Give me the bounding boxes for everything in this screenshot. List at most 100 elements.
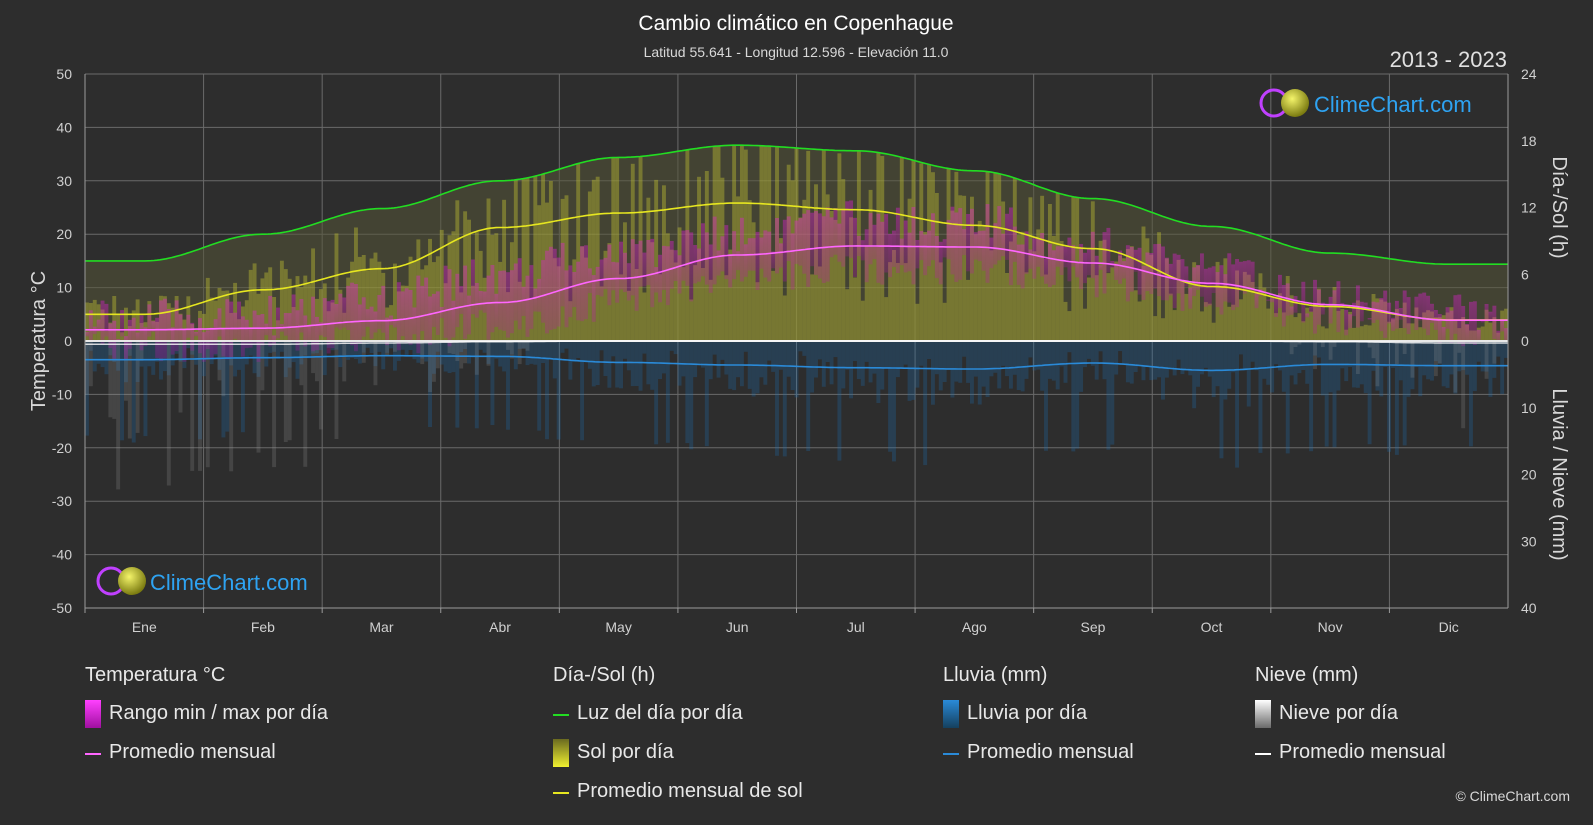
rain-bar xyxy=(1305,341,1309,384)
legend-sun-day-label: Sol por día xyxy=(577,741,674,764)
rain-bar xyxy=(947,341,951,370)
temp-range-bar xyxy=(229,302,233,358)
rain-bar xyxy=(1379,341,1383,396)
rain-bar xyxy=(740,341,744,386)
legend-rain-title: Lluvia (mm) xyxy=(943,664,1134,688)
rain-bar xyxy=(533,341,537,365)
legend-snow: Nieve (mm) Nieve por día Promedio mensua… xyxy=(1255,664,1446,780)
rain-bar xyxy=(1145,341,1149,367)
sun-bar xyxy=(654,180,658,341)
rain-bar xyxy=(1317,341,1321,358)
temp-range-bar xyxy=(1496,331,1500,340)
sun-bar xyxy=(1360,326,1364,341)
rain-bar xyxy=(966,341,970,383)
y-left-tick-label: 40 xyxy=(56,119,72,135)
snow-bar xyxy=(1461,341,1465,428)
temp-range-bar xyxy=(506,272,510,337)
temp-range-bar xyxy=(1075,263,1079,278)
snow-bar xyxy=(487,341,491,366)
sun-bar xyxy=(1489,323,1493,341)
temp-range-bar xyxy=(541,260,545,323)
temp-range-bar xyxy=(237,302,241,342)
rain-bar xyxy=(697,341,701,363)
sun-bar xyxy=(1258,273,1262,341)
temp-range-bar xyxy=(440,307,444,318)
temp-range-bar xyxy=(611,262,615,290)
x-month-label: Abr xyxy=(489,619,511,635)
legend-rain-avg: Promedio mensual xyxy=(943,741,1134,780)
temp-range-bar xyxy=(420,286,424,331)
temp-range-bar xyxy=(1500,321,1504,332)
sun-bar xyxy=(1270,298,1274,341)
temp-range-bar xyxy=(1177,255,1181,294)
temp-range-bar xyxy=(697,249,701,282)
snow-bar xyxy=(342,341,346,381)
rain-bar xyxy=(752,341,756,397)
rain-bar xyxy=(1364,341,1368,393)
rain-bar xyxy=(912,341,916,400)
temp-range-bar xyxy=(888,234,892,277)
rain-bar xyxy=(1286,341,1290,453)
rain-bar xyxy=(818,341,822,359)
rain-bar xyxy=(662,341,666,373)
temp-range-bar xyxy=(202,332,206,362)
rain-bar xyxy=(693,341,697,377)
rain-bar xyxy=(1048,341,1052,379)
sun-bar xyxy=(1364,325,1368,341)
rain-bar xyxy=(565,341,569,349)
temp-range-bar xyxy=(1017,245,1021,285)
rain-bar xyxy=(666,341,670,443)
temp-range-bar xyxy=(163,299,167,359)
temp-range-bar xyxy=(1422,293,1426,329)
temp-range-bar xyxy=(818,213,822,278)
temp-range-bar xyxy=(1446,307,1450,329)
temp-range-bar xyxy=(947,220,951,259)
temp-range-bar xyxy=(1048,244,1052,287)
temp-range-bar xyxy=(459,286,463,314)
rain-bar xyxy=(1325,341,1329,447)
rain-bar xyxy=(931,341,935,405)
snow-bar xyxy=(299,341,303,385)
legend-sun-day: Sol por día xyxy=(553,741,803,780)
temp-range-bar xyxy=(1173,254,1177,308)
rain-bar xyxy=(927,341,931,359)
temp-range-bar xyxy=(498,271,502,330)
rain-bar xyxy=(1200,341,1204,374)
temp-range-bar xyxy=(822,216,826,283)
rain-bar xyxy=(720,341,724,360)
sun-bar xyxy=(1325,328,1329,341)
rain-bar xyxy=(795,341,799,397)
temp-range-bar xyxy=(424,278,428,342)
temp-range-bar xyxy=(643,253,647,287)
rain-bar xyxy=(1196,341,1200,387)
rain-bar xyxy=(1418,341,1422,396)
temp-range-bar xyxy=(1391,318,1395,331)
sun-bar xyxy=(615,157,619,341)
temp-range-bar xyxy=(1083,253,1087,283)
rain-bar xyxy=(958,341,962,383)
legend-rain: Lluvia (mm) Lluvia por día Promedio mens… xyxy=(943,664,1134,780)
snow-bar xyxy=(475,341,479,375)
rain-bar xyxy=(506,341,510,430)
x-month-label: Jun xyxy=(726,619,749,635)
temp-range-bar xyxy=(374,312,378,333)
rain-bar xyxy=(1422,341,1426,375)
temp-range-bar xyxy=(861,240,865,260)
snow-bar xyxy=(1290,341,1294,354)
rain-bar xyxy=(619,341,623,388)
temp-range-bar xyxy=(1344,310,1348,335)
temp-range-bar xyxy=(993,223,997,264)
rain-bar xyxy=(1025,341,1029,379)
rain-bar xyxy=(783,341,787,456)
temp-range-bar xyxy=(323,298,327,337)
y-right-hours-tick-label: 0 xyxy=(1521,333,1529,349)
temp-range-bar xyxy=(522,287,526,316)
snow-avg-swatch xyxy=(1255,753,1271,755)
temp-range-bar xyxy=(1489,312,1493,320)
sun-bar xyxy=(1067,311,1071,341)
temp-range-bar xyxy=(405,288,409,343)
temp-range-bar xyxy=(1278,275,1282,308)
temp-range-bar xyxy=(1309,307,1313,312)
rain-bar xyxy=(1489,341,1493,397)
rain-bar xyxy=(1258,341,1262,453)
